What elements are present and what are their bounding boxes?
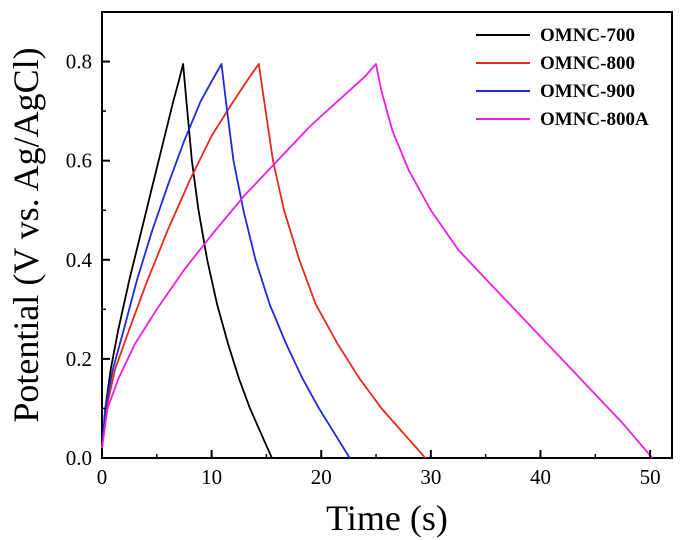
x-axis-title: Time (s) (326, 498, 448, 538)
x-tick-label: 40 (530, 465, 551, 489)
plot-frame (101, 11, 673, 459)
y-axis-title: Potential (V vs. Ag/AgCl) (6, 47, 46, 422)
x-tick-label: 30 (420, 465, 441, 489)
x-tick-label: 20 (311, 465, 332, 489)
y-tick-label: 0.6 (66, 149, 92, 173)
x-tick-label: 50 (640, 465, 661, 489)
x-tick-label: 10 (201, 465, 222, 489)
legend-label-2: OMNC-800 (540, 53, 635, 74)
x-tick-label: 0 (97, 465, 108, 489)
legend-label-4: OMNC-800A (540, 109, 649, 130)
y-tick-label: 0.8 (66, 50, 92, 74)
legend-label-3: OMNC-900 (540, 81, 635, 102)
series-line-1 (101, 63, 273, 459)
y-tick-label: 0.0 (66, 446, 92, 470)
legend-label-1: OMNC-700 (540, 25, 635, 46)
y-tick-label: 0.4 (66, 248, 93, 272)
series-line-2 (101, 63, 427, 459)
series-line-4 (101, 63, 653, 459)
series-line-3 (101, 63, 351, 459)
y-tick-label: 0.2 (66, 347, 92, 371)
